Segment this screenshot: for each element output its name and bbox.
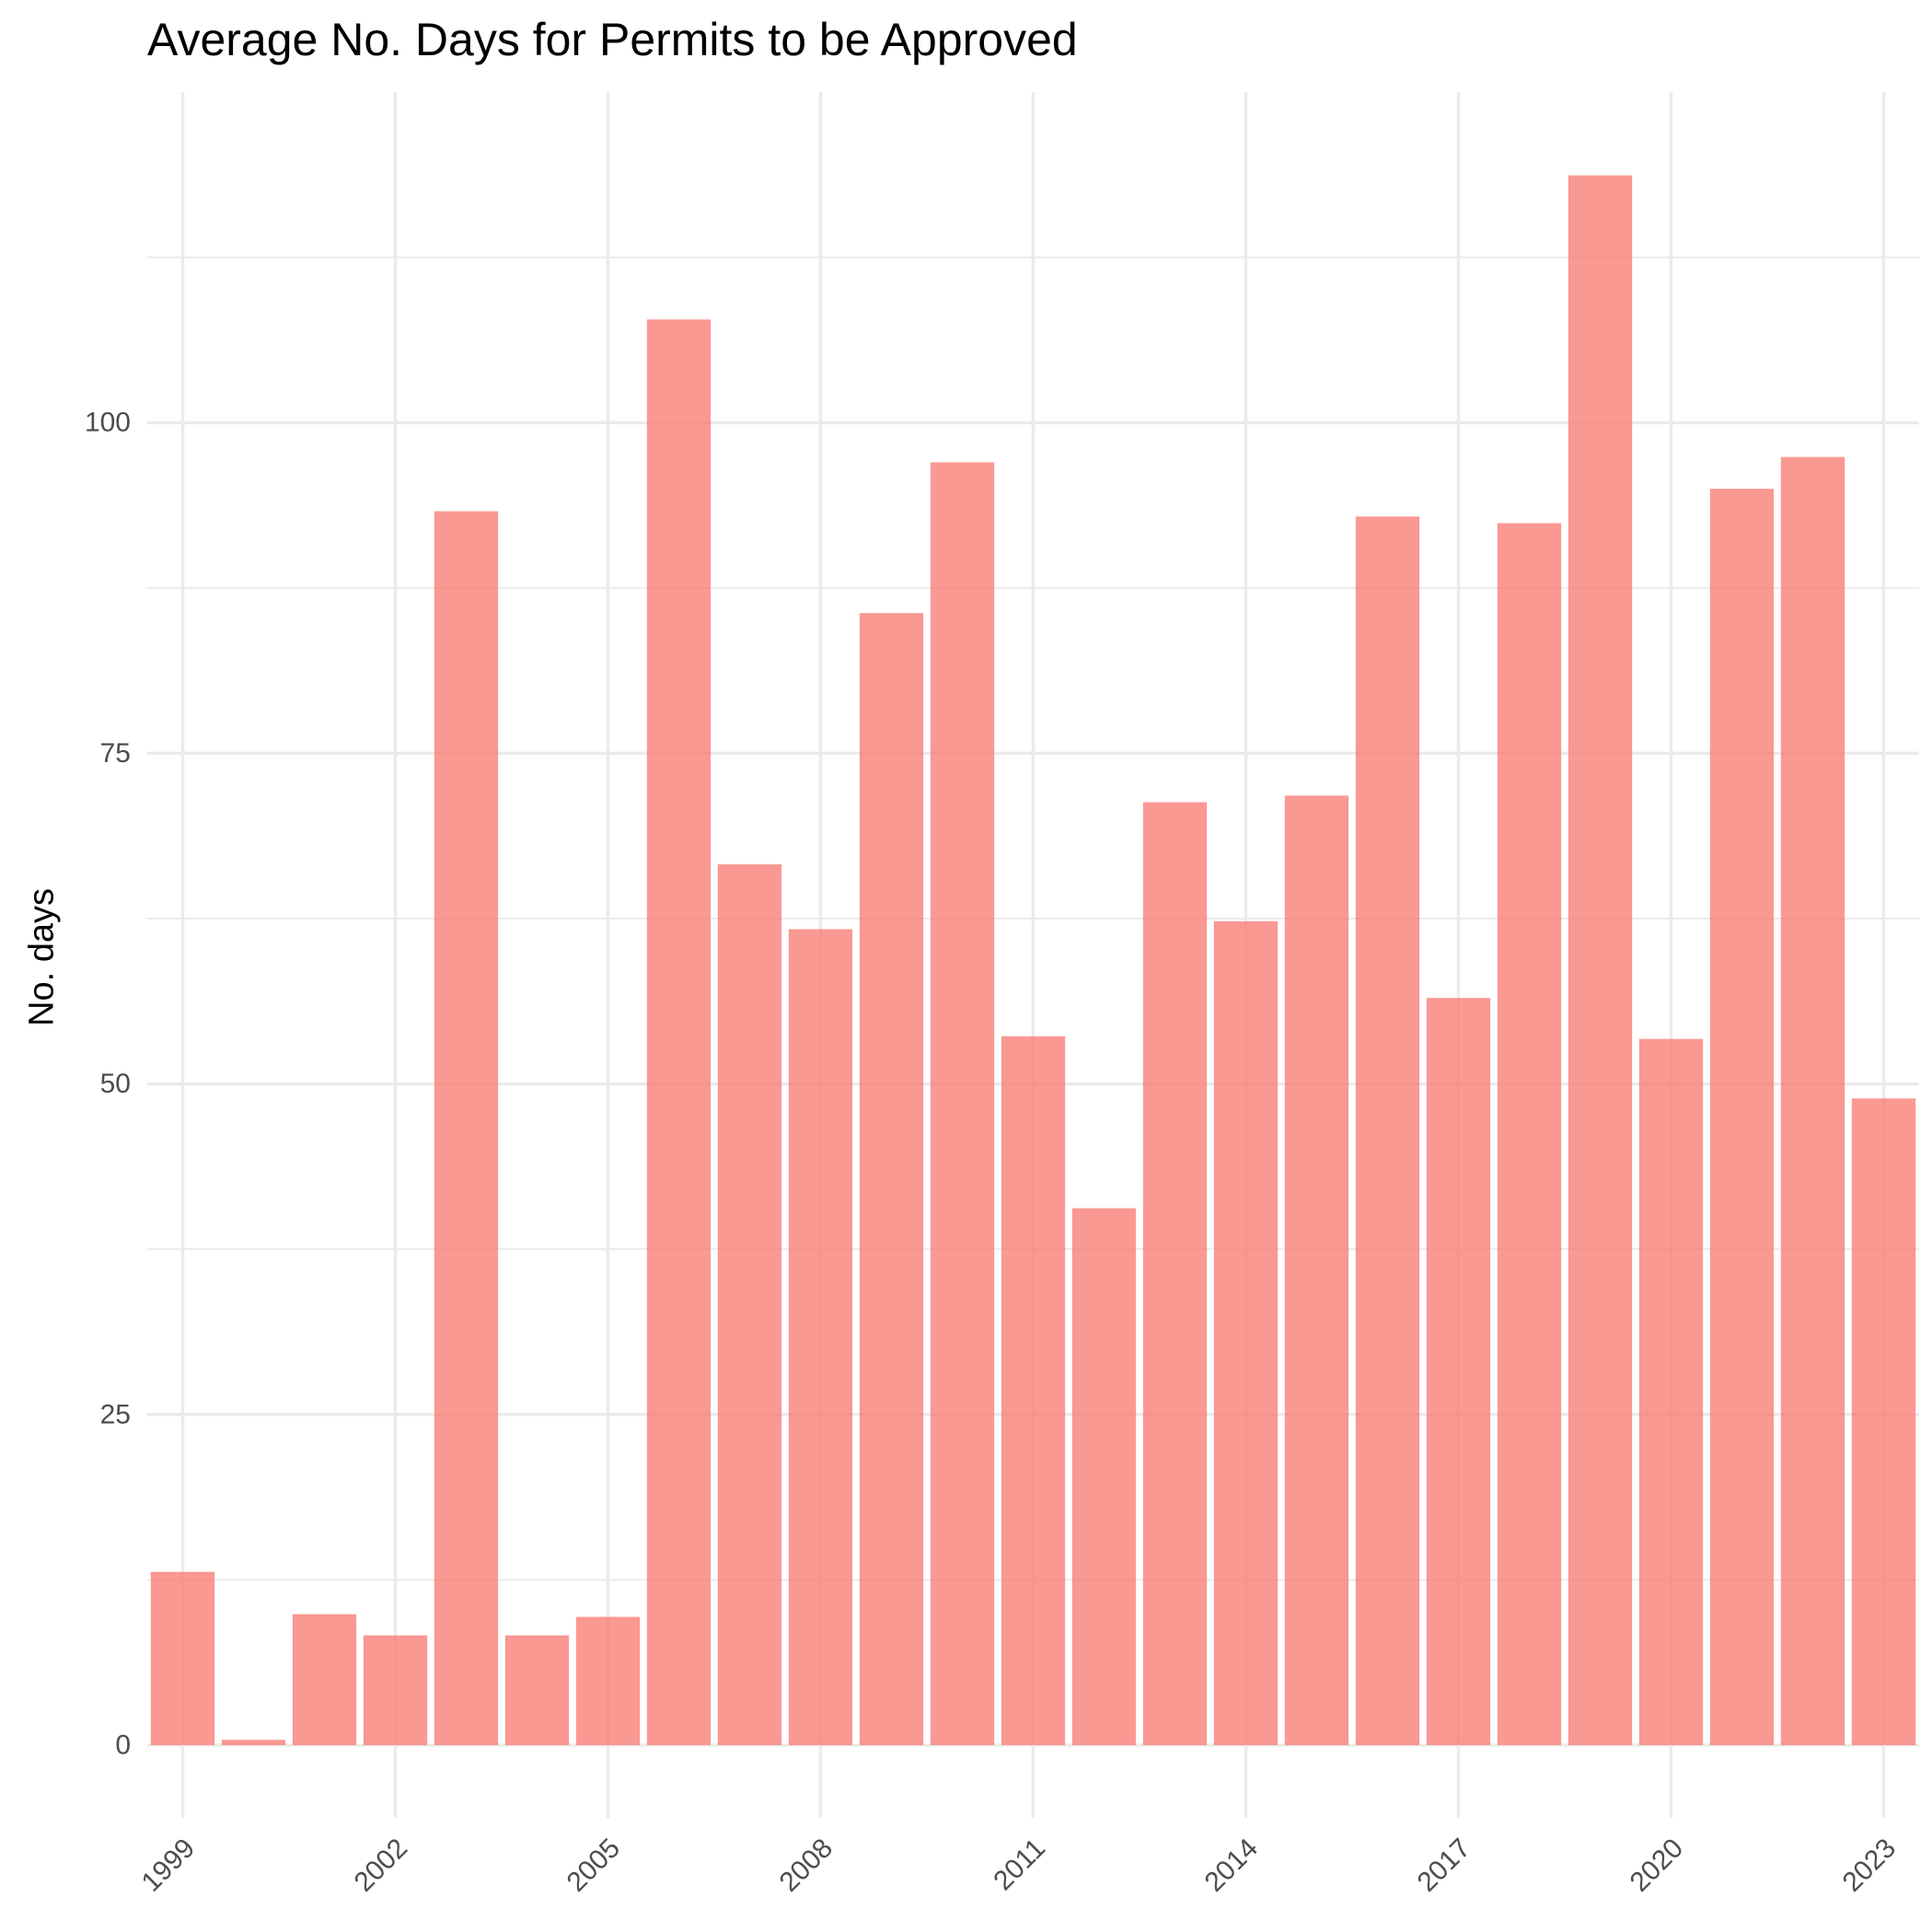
x-tick-label: 2023 [1837,1833,1903,1898]
bar [1426,998,1491,1745]
y-tick-label: 75 [100,738,131,769]
bar [1638,1038,1704,1745]
y-tick-label: 25 [100,1399,131,1429]
bar [1497,523,1562,1745]
bar [1851,1098,1916,1745]
bar [1001,1035,1066,1745]
y-tick-label: 100 [85,408,131,438]
bar [363,1635,428,1745]
x-tick-label: 2017 [1412,1833,1477,1898]
x-tick-label: 2008 [774,1833,839,1898]
bar [1355,516,1420,1745]
x-tick-label: 2005 [561,1833,627,1898]
x-tick-label: 2014 [1199,1833,1265,1898]
bar [292,1614,357,1745]
x-tick-label: 1999 [136,1833,202,1898]
y-tick-label: 50 [100,1069,131,1099]
chart-title: Average No. Days for Permits to be Appro… [147,14,1078,65]
bar [1213,920,1278,1745]
bar [1142,802,1208,1745]
bar [717,864,782,1745]
x-tick-label: 2020 [1625,1833,1690,1898]
bar [930,462,995,1745]
bar [1284,795,1349,1745]
bar [1071,1208,1137,1745]
bar [575,1616,641,1745]
bar [1568,175,1633,1745]
bar [504,1635,570,1745]
bar [434,511,499,1745]
bar [150,1571,215,1745]
bar [1780,457,1845,1745]
y-tick-label: 0 [115,1730,131,1760]
bar [221,1740,286,1745]
bar [646,319,711,1745]
x-tick-label: 2011 [988,1833,1051,1896]
bar [788,929,853,1745]
x-tick-label: 2002 [349,1833,414,1898]
bar [859,613,924,1745]
bar [1709,489,1775,1745]
